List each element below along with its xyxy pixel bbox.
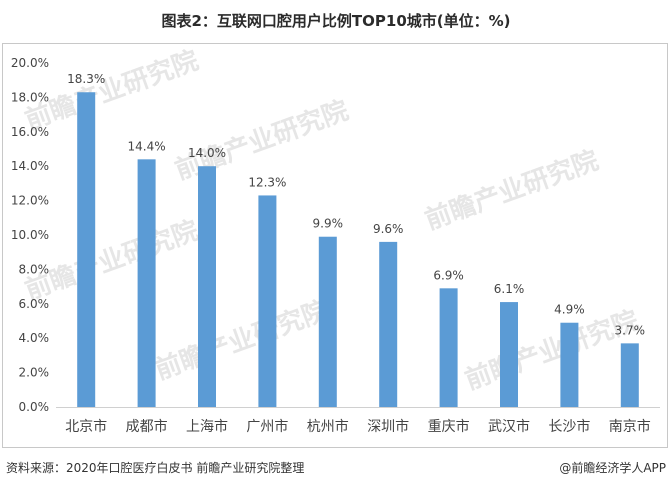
- data-label: 12.3%: [248, 175, 286, 189]
- bar: [77, 92, 96, 408]
- bar: [439, 288, 458, 407]
- x-tick-label: 北京市: [65, 418, 107, 435]
- data-label: 4.9%: [554, 303, 585, 317]
- y-tick-label: 20.0%: [11, 56, 49, 70]
- y-tick-label: 10.0%: [11, 228, 49, 242]
- data-label: 18.3%: [67, 72, 105, 86]
- chart-frame: [2, 43, 668, 448]
- bar: [560, 322, 579, 407]
- x-tick-label: 杭州市: [307, 418, 349, 435]
- y-tick-label: 4.0%: [19, 331, 50, 345]
- data-label: 6.1%: [494, 282, 525, 296]
- y-tick-label: 2.0%: [19, 366, 50, 380]
- data-label: 9.6%: [373, 222, 404, 236]
- x-tick-label: 上海市: [186, 418, 228, 435]
- bar: [620, 343, 639, 407]
- bar: [379, 241, 398, 407]
- data-label: 6.9%: [433, 268, 464, 282]
- source-note: 资料来源：2020年口腔医疗白皮书 前瞻产业研究院整理: [6, 461, 305, 475]
- data-label: 14.4%: [128, 139, 166, 153]
- brand-label: @前瞻经济学人APP: [559, 461, 666, 475]
- x-tick-label: 广州市: [246, 418, 288, 435]
- x-tick-label: 深圳市: [367, 418, 409, 435]
- y-tick-label: 16.0%: [11, 125, 49, 139]
- bar: [318, 236, 337, 407]
- bar: [137, 159, 156, 407]
- chart-title: 图表2：互联网口腔用户比例TOP10城市(单位：%): [161, 12, 511, 30]
- x-tick-label: 成都市: [126, 418, 168, 435]
- y-tick-label: 0.0%: [19, 400, 50, 414]
- y-tick-label: 18.0%: [11, 90, 49, 104]
- y-tick-label: 8.0%: [19, 262, 50, 276]
- x-tick-label: 长沙市: [548, 418, 590, 435]
- bar: [258, 195, 277, 407]
- y-tick-label: 6.0%: [19, 297, 50, 311]
- x-tick-label: 南京市: [609, 418, 651, 435]
- bar: [500, 302, 518, 407]
- data-label: 14.0%: [188, 146, 226, 160]
- bar: [198, 166, 216, 407]
- x-tick-label: 武汉市: [488, 418, 530, 435]
- y-tick-label: 14.0%: [11, 159, 49, 173]
- data-label: 3.7%: [615, 323, 646, 337]
- x-tick-label: 重庆市: [428, 418, 470, 435]
- data-label: 9.9%: [313, 217, 344, 231]
- y-tick-label: 12.0%: [11, 194, 49, 208]
